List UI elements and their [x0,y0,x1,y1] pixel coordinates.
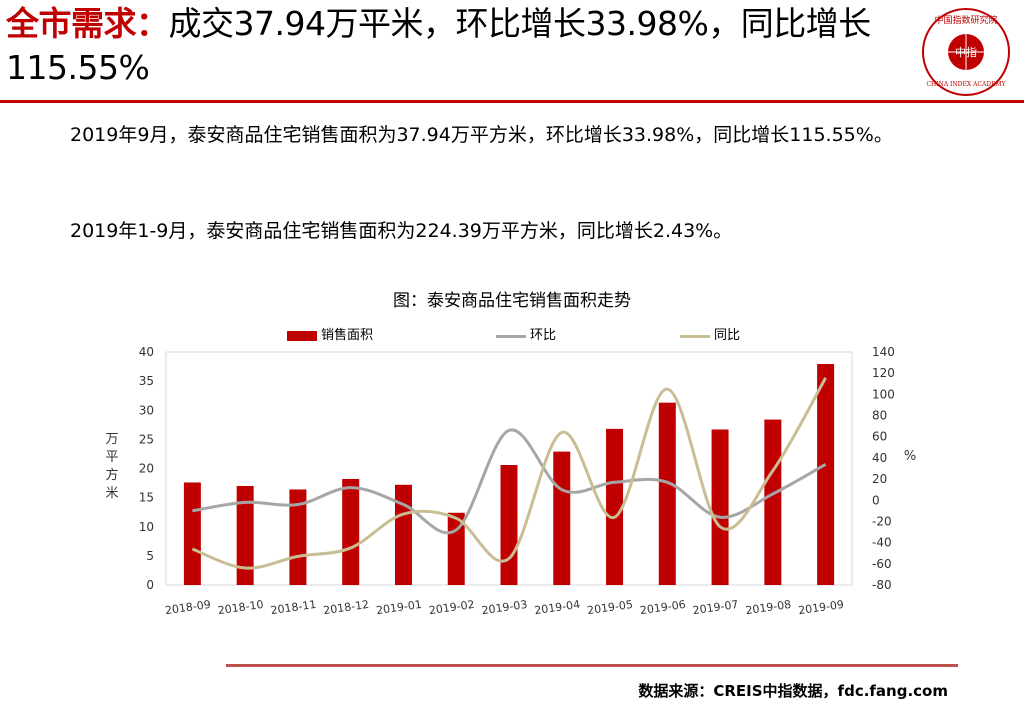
x-tick-label: 2019-04 [534,598,581,617]
x-tick-label: 2019-06 [639,598,686,617]
x-tick-label: 2019-07 [692,598,739,617]
y-tick-label-right: 140 [872,345,895,359]
china-index-academy-logo: 中指 中国指数研究院 CHINA INDEX ACADEMY [922,8,1010,96]
logo-arc-text: 中国指数研究院 [934,14,997,26]
y-tick-label-left: 5 [146,549,154,563]
y-tick-label-left: 20 [139,462,154,476]
x-tick-label: 2019-05 [586,598,633,617]
headline-key: 全市需求： [6,4,169,43]
bar-sales-area [500,465,518,585]
line-mom [192,428,827,535]
y-tick-label-right: 0 [872,493,880,507]
bar-sales-area [394,484,412,585]
y-tick-label-left: 30 [139,403,154,417]
y-tick-label-right: 100 [872,387,895,401]
x-tick-label: 2018-10 [217,598,264,617]
legend-label-mom: 环比 [530,328,557,343]
legend-item-area: 销售面积 [287,326,373,346]
logo-center-text: 中指 [955,45,977,59]
y-tick-label-left: 35 [139,374,154,388]
chart-title: 图：泰安商品住宅销售面积走势 [393,291,631,311]
y-tick-label-left: 15 [139,491,154,505]
x-tick-label: 2018-09 [164,598,211,617]
footer-rule [226,664,958,667]
x-tick-label: 2019-08 [745,598,792,617]
x-tick-label: 2018-11 [270,598,317,617]
y-axis-label-left-char: 平 [105,450,118,465]
line-yoy [191,377,827,570]
bar-sales-area [606,428,624,585]
legend-swatch-area [287,331,317,341]
y-tick-label-right: 120 [872,366,895,380]
y-tick-label-left: 25 [139,432,154,446]
legend-item-yoy: 同比 [680,326,740,346]
y-tick-label-left: 10 [139,520,154,534]
y-axis-label-right: % [904,449,916,464]
bar-sales-area [236,485,254,585]
page-headline: 全市需求：成交37.94万平米，环比增长33.98%，同比增长115.55% [6,2,906,90]
x-tick-label: 2019-01 [375,598,422,617]
sales-area-chart: 0 5 10 15 20 25 30 35 40 -80 -60 -40 -20 0 20 40 60 80 100… [105,345,916,617]
y-tick-label-right: 40 [872,451,887,465]
bar-sales-area [711,429,729,585]
bar-sales-area [658,402,676,585]
legend-label-yoy: 同比 [714,328,741,343]
y-tick-label-right: 80 [872,409,887,423]
legend-item-mom: 环比 [496,326,556,346]
data-source: 数据来源：CREIS中指数据，fdc.fang.com [638,682,948,700]
paragraph-monthly: 2019年9月，泰安商品住宅销售面积为37.94万平方米，环比增长33.98%，… [70,124,893,146]
x-tick-label: 2018-12 [323,598,370,617]
x-tick-label: 2019-09 [797,598,844,617]
bar-sales-area [817,363,835,585]
x-tick-label: 2019-02 [428,598,475,617]
headline-rest: 成交37.94万平米，环比增长33.98%，同比增长115.55% [6,4,871,87]
x-tick-label: 2019-03 [481,598,528,617]
y-tick-label-right: -60 [872,557,892,571]
paragraph-ytd: 2019年1-9月，泰安商品住宅销售面积为224.39万平方米，同比增长2.43… [70,220,733,242]
y-tick-label-right: 60 [872,430,887,444]
y-tick-label-right: -20 [872,514,892,528]
bar-sales-area [764,419,782,585]
y-tick-label-left: 40 [139,345,154,359]
chart-legend: 销售面积 环比 同比 [0,326,1024,346]
y-tick-label-right: 20 [872,472,887,486]
logo-bottom-text: CHINA INDEX ACADEMY [926,81,1006,88]
y-tick-label-right: -80 [872,578,892,592]
bar-sales-area [183,482,201,585]
y-tick-label-left: 0 [146,578,154,592]
legend-swatch-mom [496,334,526,338]
bar-sales-area [289,489,307,585]
bar-sales-area [342,478,360,585]
y-axis-label-left-char: 万 [105,432,118,447]
bar-sales-area [553,451,571,585]
legend-label-area: 销售面积 [321,328,374,343]
y-axis-label-left-char: 方 [105,467,118,483]
y-axis-label-left-char: 米 [105,486,118,501]
y-tick-label-right: -40 [872,536,892,550]
header-rule [0,100,1024,103]
legend-swatch-yoy [680,334,710,338]
